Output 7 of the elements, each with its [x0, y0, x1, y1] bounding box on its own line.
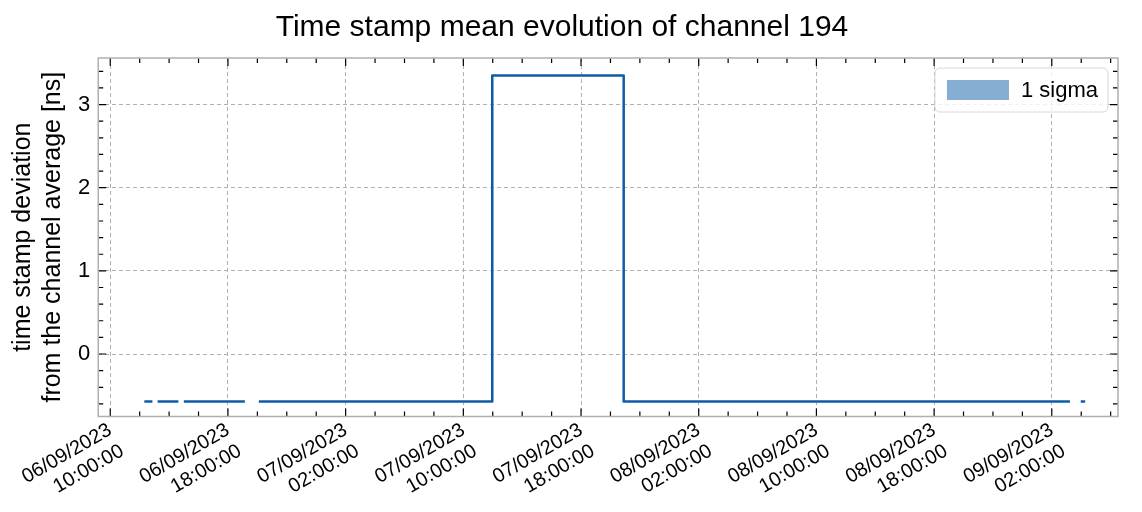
y-tick-label: 0 — [77, 340, 91, 366]
legend-label: 1 sigma — [1020, 77, 1099, 103]
y-tick-label: 2 — [77, 173, 91, 199]
y-tick-label: 3 — [77, 90, 91, 116]
y-axis-title: time stamp deviation from the channel average [ns] — [6, 71, 65, 403]
chart-title: Time stamp mean evolution of channel 194 — [275, 9, 849, 43]
y-tick-label: 1 — [77, 256, 91, 282]
